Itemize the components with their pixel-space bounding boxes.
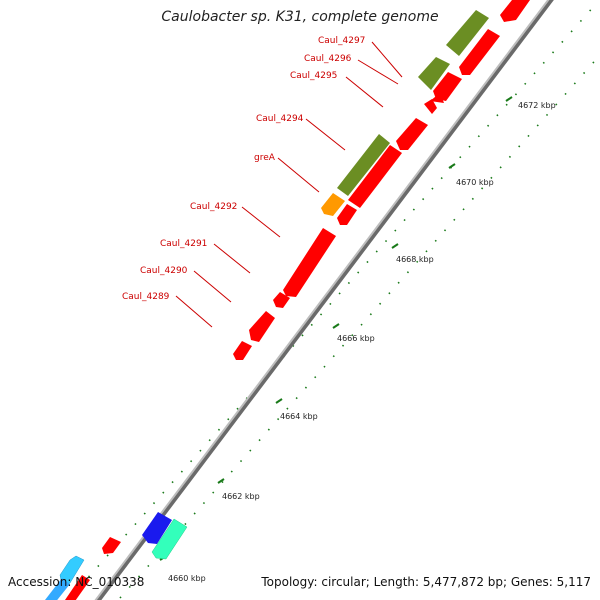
kbp-label: 4668 kbp — [396, 255, 434, 264]
genome-summary-text: Topology: circular; Length: 5,477,872 bp… — [261, 575, 591, 589]
cds-red-bottom-b[interactable] — [102, 537, 121, 554]
cds-olive-4297[interactable] — [446, 10, 489, 56]
kbp-label: 4672 kbp — [518, 101, 556, 110]
gene-label[interactable]: Caul_4297 — [318, 36, 365, 46]
cds-olive-4296[interactable] — [418, 57, 450, 90]
kbp-label: 4660 kbp — [168, 574, 206, 583]
cds-red-bottom-a[interactable] — [65, 575, 90, 600]
gene-label[interactable]: Caul_4296 — [304, 54, 352, 64]
gene-label[interactable]: Caul_4294 — [256, 114, 304, 124]
cds-red-4289[interactable] — [233, 341, 252, 360]
kbp-label: 4670 kbp — [456, 178, 494, 187]
kbp-label: 4662 kbp — [222, 492, 260, 501]
accession-text: Accession: NC_010338 — [8, 575, 145, 589]
gene-label[interactable]: Caul_4295 — [290, 71, 337, 81]
cds-teal[interactable] — [151, 518, 188, 560]
cds-cyan-2[interactable] — [45, 578, 70, 600]
gene-label-group: Caul_4297 Caul_4296 Caul_4295 Caul_4294 … — [122, 36, 365, 302]
gene-label[interactable]: Caul_4291 — [160, 239, 207, 249]
gene-label[interactable]: Caul_4289 — [122, 292, 170, 302]
cds-red-greA-b[interactable] — [337, 204, 357, 225]
cds-olive-4294[interactable] — [337, 134, 390, 196]
cds-red-small-1[interactable] — [424, 99, 437, 114]
cds-red-4290[interactable] — [249, 311, 275, 342]
cds-blue[interactable] — [142, 512, 172, 544]
kbp-label: 4664 kbp — [280, 412, 318, 421]
genome-title: Caulobacter sp. K31, complete genome — [161, 9, 439, 25]
cds-red-4292[interactable] — [283, 228, 336, 297]
gene-label[interactable]: greA — [254, 153, 276, 163]
cds-red-4297[interactable] — [459, 29, 500, 75]
inner-tick-row — [119, 54, 600, 599]
cds-red-4295[interactable] — [433, 72, 462, 101]
cds-red-long-2[interactable] — [396, 118, 428, 150]
genome-backbone — [94, 0, 554, 600]
major-ticks — [159, 96, 513, 561]
cds-red-long-1[interactable] — [348, 145, 402, 208]
leader-lines — [175, 41, 403, 328]
cds-red-4291[interactable] — [273, 292, 290, 308]
gene-label[interactable]: Caul_4292 — [190, 202, 237, 212]
cds-red-top[interactable] — [500, 0, 530, 22]
gene-features — [45, 0, 530, 600]
kbp-label: 4666 kbp — [337, 334, 375, 343]
cds-orange-greA[interactable] — [321, 193, 345, 216]
kbp-label-group: 4672 kbp 4670 kbp 4668 kbp 4666 kbp 4664… — [168, 101, 556, 583]
gene-label[interactable]: Caul_4290 — [140, 266, 188, 276]
